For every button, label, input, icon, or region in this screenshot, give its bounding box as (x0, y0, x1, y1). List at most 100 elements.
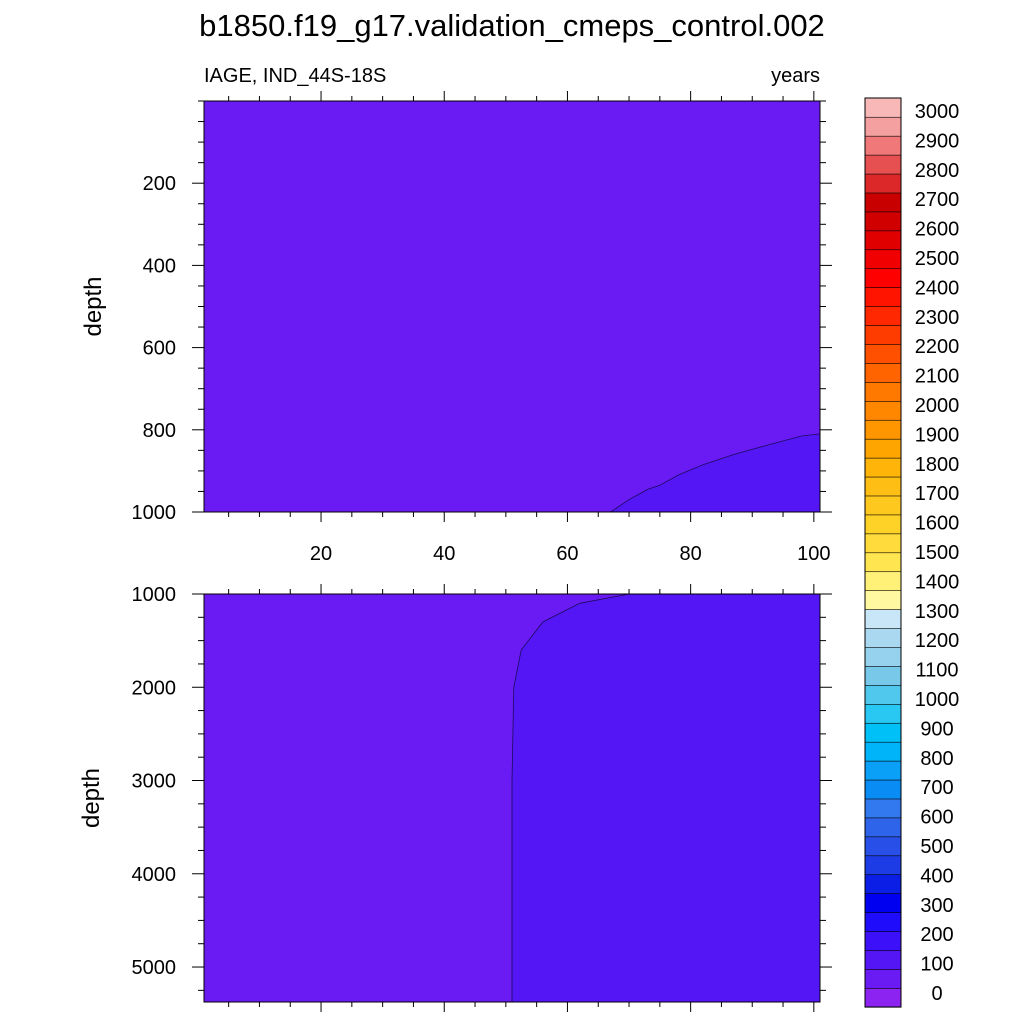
colorbar-swatch (864, 798, 902, 819)
colorbar-label: 2100 (915, 366, 960, 388)
y-tick-label: 4000 (132, 864, 177, 886)
colorbar-swatch (864, 703, 902, 724)
contour-line-100 (511, 593, 630, 1002)
contour-region-100 (610, 433, 820, 512)
colorbar-swatch (864, 230, 902, 251)
x-tick-label: 40 (433, 543, 455, 565)
colorbar-swatch (864, 836, 902, 857)
colorbar-label: 2800 (915, 160, 960, 182)
y-tick-label: 2000 (132, 677, 177, 699)
colorbar-label: 600 (920, 807, 953, 829)
colorbar-swatch (864, 192, 902, 213)
panel-background-fill (204, 101, 820, 512)
colorbar-swatch (864, 760, 902, 781)
y-tick-label: 1000 (132, 502, 177, 524)
colorbar-label: 2500 (915, 248, 960, 270)
colorbar-swatch (864, 533, 902, 554)
colorbar-swatch (864, 381, 902, 402)
colorbar-label: 500 (920, 836, 953, 858)
colorbar-label: 1900 (915, 424, 960, 446)
x-tick-label: 60 (556, 543, 578, 565)
colorbar-label: 1400 (915, 571, 960, 593)
y-axis-label: depth (80, 276, 107, 336)
colorbar-label: 800 (920, 748, 953, 770)
colorbar-label: 1600 (915, 513, 960, 535)
y-axis-label: depth (78, 768, 105, 828)
colorbar-label: 2200 (915, 336, 960, 358)
colorbar-swatch (864, 627, 902, 648)
colorbar-label: 1100 (915, 660, 958, 682)
colorbar-swatch (864, 287, 902, 307)
colorbar: 0 100 200 300 400 500 600 700 800 900 1000 1100 1200… (864, 97, 960, 1008)
colorbar-swatch (864, 514, 902, 535)
lower-panel: 1000 2000 3000 4000 5000 depth (78, 584, 832, 1012)
y-tick-label: 800 (143, 420, 176, 442)
colorbar-swatch (864, 419, 902, 440)
colorbar-swatch (864, 571, 902, 591)
colorbar-swatch (864, 665, 902, 686)
y-tick-label: 600 (143, 338, 176, 360)
colorbar-swatch (864, 590, 902, 610)
colorbar-label: 100 (920, 954, 953, 976)
colorbar-label: 300 (920, 895, 953, 917)
colorbar-label: 900 (920, 718, 953, 740)
colorbar-swatch (864, 817, 902, 838)
colorbar-frame (864, 97, 902, 1008)
upper-panel: 20 40 60 80 100 200 400 600 800 1000 depth (80, 91, 832, 565)
colorbar-swatch (864, 495, 902, 516)
colorbar-swatch (864, 968, 902, 989)
y-tick-label: 5000 (132, 957, 177, 979)
colorbar-label: 2700 (915, 189, 960, 211)
colorbar-label: 2000 (915, 395, 960, 417)
panel-frame (203, 593, 821, 1003)
colorbar-label: 400 (920, 865, 953, 887)
colorbar-label: 1300 (915, 601, 960, 623)
y-tick-label: 1000 (132, 584, 177, 606)
colorbar-swatch (864, 552, 902, 573)
colorbar-label: 1000 (915, 689, 960, 711)
units-label: years (771, 65, 820, 87)
contour-region-100 (512, 594, 820, 1002)
colorbar-swatch (864, 987, 902, 1008)
colorbar-swatch (864, 874, 902, 894)
colorbar-label: 1800 (915, 454, 960, 476)
colorbar-label: 2400 (915, 277, 960, 299)
colorbar-swatch (864, 438, 902, 459)
y-tick-label: 3000 (132, 771, 177, 793)
contour-line-100 (610, 433, 821, 513)
x-tick-label: 20 (310, 543, 332, 565)
colorbar-label: 0 (931, 983, 942, 1005)
colorbar-label: 2300 (915, 307, 960, 329)
colorbar-swatch (864, 400, 902, 421)
chart-title: b1850.f19_g17.validation_cmeps_control.0… (199, 8, 825, 43)
colorbar-swatch (864, 343, 902, 364)
colorbar-swatch (864, 154, 902, 175)
colorbar-swatch (864, 949, 902, 970)
colorbar-label: 2600 (915, 219, 960, 241)
colorbar-swatch (864, 362, 902, 383)
colorbar-swatch (864, 893, 902, 913)
colorbar-swatch (864, 684, 902, 705)
colorbar-swatch (864, 779, 902, 800)
colorbar-label: 1700 (915, 483, 960, 505)
colorbar-swatch (864, 855, 902, 876)
colorbar-swatch (864, 646, 902, 667)
colorbar-swatch (864, 306, 902, 326)
colorbar-label: 1500 (915, 542, 960, 564)
colorbar-swatch (864, 324, 902, 345)
x-tick-label: 100 (797, 543, 830, 565)
colorbar-swatch (864, 116, 902, 137)
colorbar-swatch (864, 457, 902, 478)
x-tick-label: 80 (680, 543, 702, 565)
colorbar-swatch (864, 741, 902, 762)
colorbar-swatch (864, 135, 902, 156)
colorbar-label: 3000 (915, 101, 960, 123)
variable-label: IAGE, IND_44S-18S (204, 65, 386, 87)
colorbar-swatch (864, 609, 902, 629)
colorbar-swatch (864, 249, 902, 270)
colorbar-swatch (864, 97, 902, 118)
colorbar-label: 700 (920, 777, 953, 799)
colorbar-swatch (864, 173, 902, 194)
colorbar-swatch (864, 722, 902, 743)
